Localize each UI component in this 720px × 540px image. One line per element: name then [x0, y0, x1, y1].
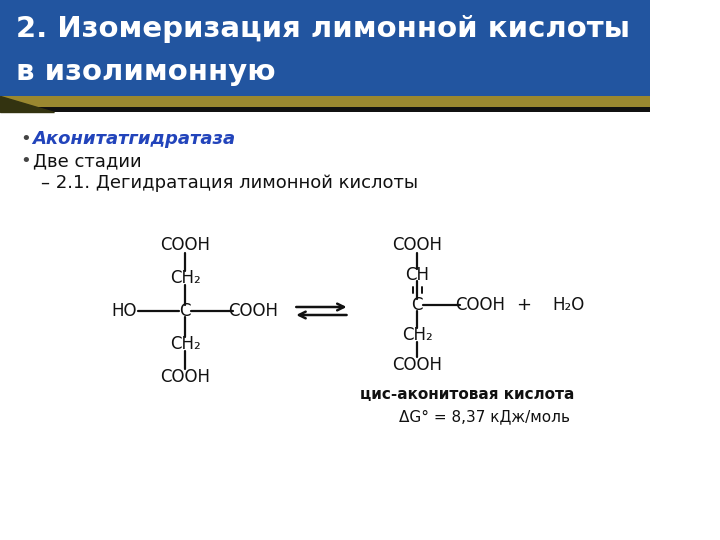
Text: COOH: COOH [160, 236, 210, 254]
Text: в изолимонную: в изолимонную [17, 58, 276, 86]
Text: цис-аконитовая кислота: цис-аконитовая кислота [359, 387, 574, 402]
Text: H₂O: H₂O [552, 296, 585, 314]
Text: Две стадии: Две стадии [32, 152, 141, 170]
Text: •: • [20, 152, 31, 170]
Text: – 2.1. Дегидратация лимонной кислоты: – 2.1. Дегидратация лимонной кислоты [40, 174, 418, 192]
Text: Аконитатгидратаза: Аконитатгидратаза [32, 130, 235, 148]
Text: COOH: COOH [455, 296, 505, 314]
Bar [0, 0, 650, 107]
Text: CH₂: CH₂ [170, 335, 200, 353]
Text: •: • [20, 130, 31, 148]
Text: COOH: COOH [392, 236, 442, 254]
Text: 2. Изомеризация лимонной кислоты: 2. Изомеризация лимонной кислоты [17, 15, 630, 43]
Text: COOH: COOH [228, 302, 278, 320]
Text: CH₂: CH₂ [402, 326, 433, 344]
Text: C: C [411, 296, 423, 314]
Text: CH₂: CH₂ [170, 269, 200, 287]
Bar [0, 96, 650, 107]
Text: C: C [179, 302, 191, 320]
Text: COOH: COOH [160, 368, 210, 386]
Polygon shape [0, 96, 54, 112]
Text: ΔG° = 8,37 кДж/моль: ΔG° = 8,37 кДж/моль [400, 409, 570, 424]
Text: HO: HO [111, 302, 137, 320]
Bar [0, 107, 650, 112]
Text: COOH: COOH [392, 356, 442, 374]
Text: CH: CH [405, 266, 429, 284]
Text: +: + [516, 296, 531, 314]
